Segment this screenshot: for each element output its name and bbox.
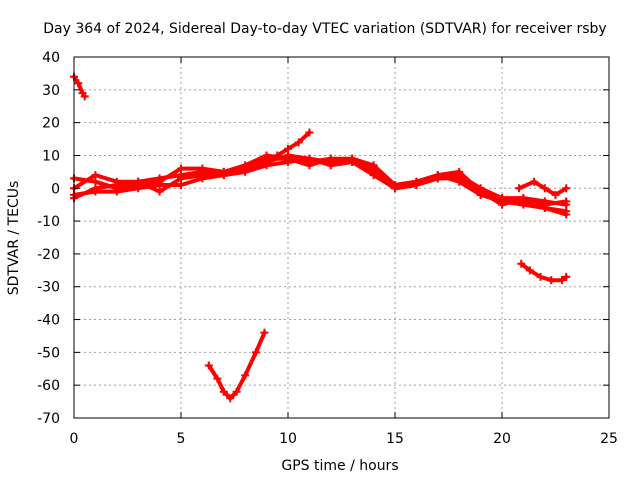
data-point [562,200,571,209]
data-point [284,144,292,153]
y-tick-label: 40 [42,50,60,66]
data-point [273,151,282,160]
series-track-7 [515,177,571,199]
data-point [91,171,100,180]
data-layer [70,72,571,403]
data-point [525,266,534,275]
data-point [530,177,539,186]
data-point [219,387,228,396]
series-line [206,330,267,401]
data-point [391,184,399,193]
series-track-9 [517,259,571,285]
data-point [369,171,378,180]
data-point [177,180,185,189]
data-point [198,174,207,183]
data-point [219,171,228,180]
data-point [213,374,222,383]
data-point [326,161,335,170]
y-tick-label: -60 [37,378,60,394]
data-point [251,348,260,357]
y-tick-label: 0 [51,181,60,197]
data-point [74,79,83,88]
y-tick-label: 30 [42,83,60,99]
series-track-8 [204,328,269,403]
y-tick-label: -70 [37,411,60,427]
data-point [557,276,566,285]
series-line [72,74,87,99]
y-tick-label: -40 [37,313,60,329]
data-point [412,180,421,189]
data-point [241,167,250,176]
x-tick-label: 15 [386,431,404,447]
x-tick-label: 25 [600,431,618,447]
data-point [536,272,545,281]
plot-frame [73,56,610,419]
data-point [232,387,241,396]
y-tick-label: 10 [42,148,60,164]
chart-title: Day 364 of 2024, Sidereal Day-to-day VTE… [43,21,606,37]
data-point [562,184,571,193]
data-point [305,128,314,137]
series-track-5 [70,154,571,209]
data-point [251,161,260,170]
data-point [134,184,143,193]
y-tick-label: -20 [37,247,60,263]
data-point [517,259,526,268]
data-point [540,184,549,193]
data-point [455,174,464,183]
data-point [112,187,121,196]
data-point [226,394,235,403]
data-point [112,177,121,186]
data-point [260,328,269,337]
data-point [519,194,528,203]
data-point [241,371,250,380]
data-point [262,161,271,170]
tick-layer: 0 5 10 15 20 25 -70 -60 -50 -40 -30 -20 -10 0 10 20 30 40 [37,50,618,447]
data-point [515,184,524,193]
data-point [80,92,89,101]
data-point [284,158,292,167]
data-point [204,361,213,370]
series-track-6 [251,128,314,170]
data-point [155,180,164,189]
y-tick-label: 20 [42,116,60,132]
data-point [562,272,571,281]
data-point [305,154,314,163]
data-point [562,210,571,219]
y-tick-label: -30 [37,280,60,296]
data-point [476,190,485,199]
y-axis-label: SDTVAR / TECUs [6,181,22,296]
data-point [498,194,506,203]
y-tick-label: -50 [37,345,60,361]
y-tick-label: -10 [37,214,60,230]
x-tick-label: 20 [493,431,511,447]
data-point [348,158,357,167]
x-axis-label: GPS time / hours [281,458,398,474]
x-tick-label: 10 [279,431,297,447]
data-point [91,187,100,196]
data-point [294,138,303,147]
data-point [547,276,556,285]
x-tick-label: 5 [177,431,186,447]
data-point [177,164,185,173]
data-point [433,174,442,183]
data-point [540,197,549,206]
x-tick-label: 0 [70,431,79,447]
data-point [551,190,560,199]
